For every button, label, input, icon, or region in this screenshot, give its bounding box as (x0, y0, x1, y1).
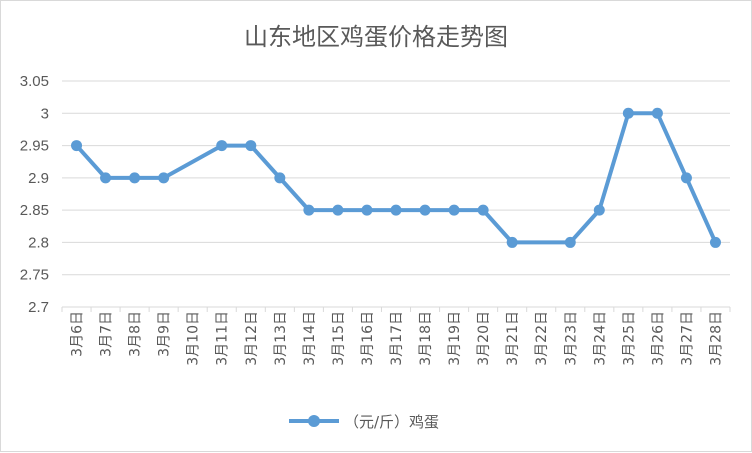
data-point (419, 204, 431, 216)
x-tick-label: 3月20日 (476, 311, 492, 366)
x-tick-label: 3月25日 (621, 311, 637, 366)
x-tick-label: 3月22日 (534, 311, 550, 366)
data-point (477, 204, 489, 216)
x-tick-label: 3月17日 (389, 311, 405, 366)
data-point (390, 204, 402, 216)
y-axis: 3.05 3 2.95 2.9 2.85 2.8 2.75 2.7 (20, 73, 49, 316)
data-point (709, 236, 721, 248)
data-point (651, 107, 663, 119)
series (71, 107, 721, 248)
x-tick-label: 3月21日 (505, 311, 521, 366)
x-tick-label: 3月23日 (563, 311, 579, 366)
x-tick-label: 3月10日 (186, 311, 202, 366)
y-tick-label: 2.75 (20, 267, 49, 284)
data-point (506, 236, 518, 248)
data-point (361, 204, 373, 216)
data-point (158, 172, 170, 184)
y-tick-label: 2.9 (28, 170, 49, 187)
y-tick-label: 3.05 (20, 73, 49, 90)
x-tick-label: 3月26日 (650, 311, 666, 366)
data-point (564, 236, 576, 248)
data-point (680, 172, 692, 184)
x-tick-label: 3月19日 (447, 311, 463, 366)
data-point (100, 172, 112, 184)
data-point (622, 107, 634, 119)
x-tick-label: 3月27日 (679, 311, 695, 366)
legend-marker-icon (308, 415, 320, 427)
legend-label: （元/斤）鸡蛋 (344, 413, 439, 431)
data-point (245, 140, 257, 152)
data-point (274, 172, 286, 184)
x-tick-label: 3月12日 (244, 311, 260, 366)
x-tick-label: 3月24日 (592, 311, 608, 366)
x-tick-label: 3月16日 (360, 311, 376, 366)
x-tick-label: 3月7日 (99, 311, 115, 357)
x-tick-label: 3月11日 (215, 311, 231, 366)
data-point (303, 204, 315, 216)
x-tick-label: 3月18日 (418, 311, 434, 366)
y-tick-label: 2.85 (20, 202, 49, 219)
y-tick-label: 2.7 (28, 299, 49, 316)
x-tick-label: 3月9日 (157, 311, 173, 357)
y-tick-label: 2.95 (20, 138, 49, 155)
data-point (216, 140, 228, 152)
data-point (71, 140, 83, 152)
x-tick-label: 3月6日 (70, 311, 86, 357)
y-tick-label: 3 (41, 105, 49, 122)
y-tick-label: 2.8 (28, 234, 49, 251)
x-axis: 3月6日 3月7日 3月8日 3月9日 3月10日 3月11日 3月12日 3月13日 3月14… (61, 307, 731, 366)
data-point (593, 204, 605, 216)
x-tick-label: 3月14日 (302, 311, 318, 366)
data-point (332, 204, 344, 216)
data-point (448, 204, 460, 216)
chart-title: 山东地区鸡蛋价格走势图 (244, 23, 508, 51)
x-tick-label: 3月8日 (128, 311, 144, 357)
legend: （元/斤）鸡蛋 (289, 413, 439, 431)
x-tick-label: 3月28日 (708, 311, 724, 366)
x-tick-label: 3月15日 (331, 311, 347, 366)
x-tick-label: 3月13日 (273, 311, 289, 366)
data-point (129, 172, 141, 184)
